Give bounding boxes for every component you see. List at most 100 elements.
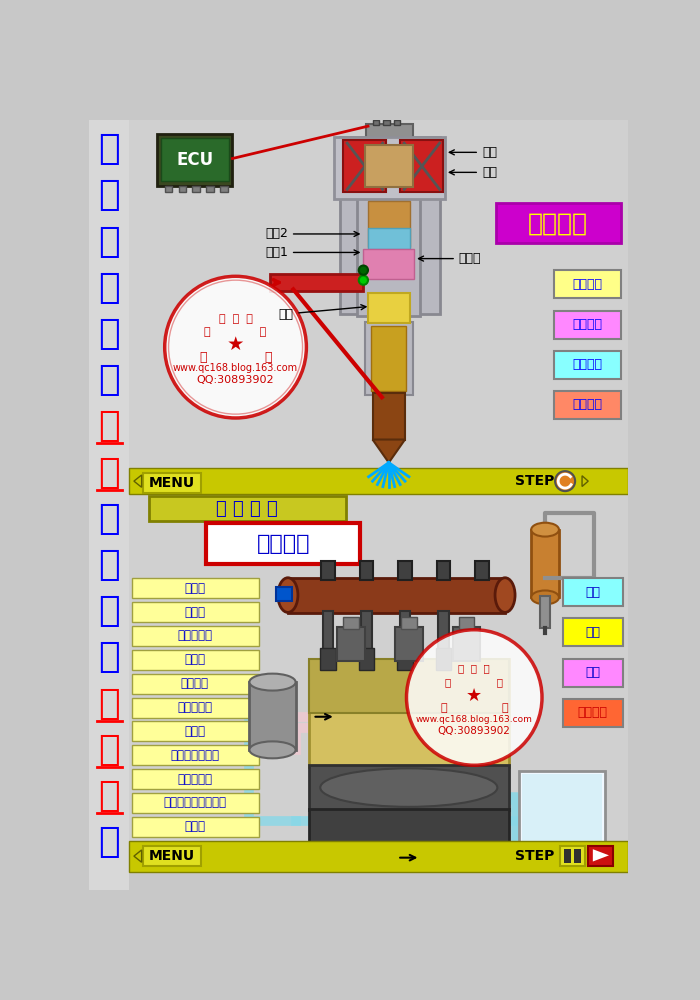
- Bar: [288, 578, 505, 613]
- Bar: [149, 496, 346, 521]
- Bar: [401, 617, 416, 629]
- Text: 信号输入: 信号输入: [573, 278, 603, 291]
- Polygon shape: [372, 440, 405, 463]
- Bar: [206, 523, 360, 564]
- Bar: [144, 846, 201, 866]
- Circle shape: [164, 276, 307, 418]
- Polygon shape: [582, 476, 588, 487]
- Polygon shape: [593, 849, 609, 862]
- Text: 喷射结束: 喷射结束: [573, 398, 603, 411]
- Bar: [563, 699, 623, 727]
- Text: 控制室: 控制室: [419, 252, 482, 265]
- Circle shape: [407, 630, 542, 765]
- Text: ECU: ECU: [176, 151, 214, 169]
- Text: 输送泵: 输送泵: [184, 653, 205, 666]
- Bar: [276, 587, 292, 601]
- Bar: [496, 203, 620, 243]
- Bar: [357, 197, 420, 316]
- Text: 共用油轨: 共用油轨: [181, 677, 209, 690]
- Text: 教: 教: [99, 594, 120, 628]
- Bar: [372, 120, 379, 125]
- Bar: [398, 561, 412, 580]
- Bar: [358, 648, 374, 670]
- Ellipse shape: [531, 590, 559, 604]
- Bar: [309, 765, 509, 810]
- Text: 驾: 驾: [440, 703, 447, 713]
- Text: 技              师: 技 师: [445, 677, 503, 687]
- Bar: [371, 326, 407, 391]
- Text: 程: 程: [99, 640, 120, 674]
- Bar: [554, 391, 622, 419]
- Bar: [365, 145, 413, 187]
- Text: 驭: 驭: [264, 351, 272, 364]
- Text: QQ:30893902: QQ:30893902: [197, 375, 274, 385]
- Text: 吸入: 吸入: [585, 586, 601, 599]
- Bar: [368, 293, 409, 323]
- Bar: [132, 674, 258, 694]
- Text: 信号停止: 信号停止: [573, 358, 603, 371]
- Bar: [395, 627, 423, 661]
- Text: 异常高压: 异常高压: [578, 706, 608, 719]
- Ellipse shape: [531, 523, 559, 537]
- Bar: [321, 561, 335, 580]
- Text: 喷射器: 喷射器: [184, 725, 205, 738]
- Text: 驭: 驭: [502, 703, 508, 713]
- Bar: [475, 561, 489, 580]
- Bar: [554, 311, 622, 339]
- Bar: [132, 698, 258, 718]
- Text: 共用油轨压力传感器: 共用油轨压力传感器: [163, 796, 226, 809]
- Text: 驾: 驾: [199, 351, 207, 364]
- Text: 维  修  长: 维 修 长: [218, 314, 253, 324]
- Text: 画: 画: [99, 779, 120, 813]
- Bar: [554, 351, 622, 379]
- Text: 面: 面: [99, 825, 120, 859]
- Bar: [164, 186, 172, 192]
- Text: 溢流: 溢流: [585, 666, 601, 679]
- Text: QQ:30893902: QQ:30893902: [438, 726, 511, 736]
- Text: 电: 电: [99, 225, 120, 259]
- Bar: [90, 120, 130, 890]
- Text: 燃油箱: 燃油箱: [184, 582, 205, 595]
- Bar: [130, 120, 629, 490]
- Ellipse shape: [249, 741, 295, 758]
- Bar: [130, 494, 629, 859]
- Bar: [144, 473, 201, 493]
- Bar: [321, 648, 336, 670]
- Bar: [249, 682, 295, 750]
- Bar: [400, 140, 444, 192]
- Bar: [309, 809, 509, 848]
- Text: MENU: MENU: [148, 849, 195, 863]
- Bar: [193, 186, 200, 192]
- Text: 流动阻尼器: 流动阻尼器: [177, 701, 212, 714]
- Text: 压力限制器: 压力限制器: [177, 773, 212, 786]
- Text: 维  修  长: 维 修 长: [458, 663, 490, 673]
- Bar: [309, 659, 509, 713]
- Bar: [360, 561, 373, 580]
- Bar: [438, 611, 449, 650]
- Bar: [344, 140, 386, 192]
- Bar: [206, 186, 214, 192]
- Text: 量孔2: 量孔2: [265, 227, 359, 240]
- Bar: [132, 602, 258, 622]
- Bar: [398, 648, 412, 670]
- Bar: [368, 228, 409, 249]
- Text: 原: 原: [99, 502, 120, 536]
- Text: 外阀: 外阀: [449, 166, 497, 179]
- Text: 动画展示: 动画展示: [256, 534, 310, 554]
- Bar: [132, 721, 258, 741]
- Bar: [161, 138, 229, 181]
- Text: 燃油过滤器: 燃油过滤器: [177, 629, 212, 642]
- Polygon shape: [134, 475, 141, 487]
- Bar: [519, 771, 606, 844]
- Text: 展: 展: [99, 687, 120, 721]
- Text: STEP: STEP: [514, 849, 554, 863]
- Bar: [368, 201, 409, 247]
- Text: 喷: 喷: [99, 271, 120, 305]
- Bar: [435, 648, 451, 670]
- Text: 喷射开始: 喷射开始: [573, 318, 603, 331]
- Bar: [384, 120, 389, 125]
- Polygon shape: [134, 850, 141, 862]
- Text: 柴: 柴: [99, 132, 120, 166]
- Bar: [132, 626, 258, 646]
- Bar: [334, 137, 445, 199]
